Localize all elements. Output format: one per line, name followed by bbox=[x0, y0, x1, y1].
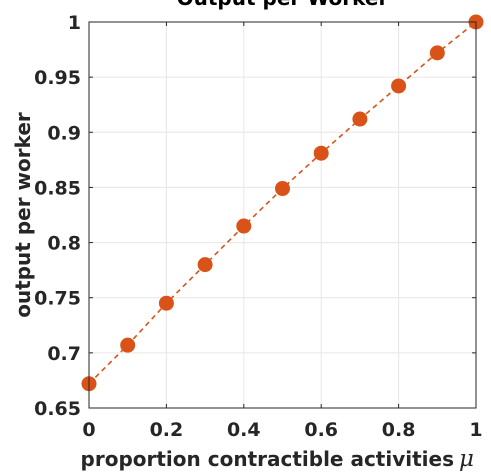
y-tick-label: 0.95 bbox=[34, 67, 81, 89]
data-point bbox=[352, 111, 368, 127]
x-axis-label-text: proportion contractible activities bbox=[81, 447, 454, 471]
axes-box bbox=[88, 21, 477, 409]
x-tick-label: 0 bbox=[82, 419, 95, 441]
data-point bbox=[158, 295, 174, 311]
x-axis-symbol: μ bbox=[459, 446, 474, 472]
grid bbox=[88, 21, 477, 409]
data-point bbox=[197, 257, 213, 273]
series-line bbox=[88, 21, 477, 385]
x-axis-label: proportion contractible activities bbox=[81, 447, 454, 471]
y-tick-label: 0.75 bbox=[34, 288, 81, 310]
data-point bbox=[429, 45, 445, 61]
data-point bbox=[313, 145, 329, 161]
y-tick-label: 1 bbox=[68, 12, 81, 34]
data-point bbox=[120, 337, 136, 353]
x-tick-label: 0.2 bbox=[150, 419, 184, 441]
y-tick-label: 0.85 bbox=[34, 177, 81, 199]
ticks bbox=[88, 21, 477, 409]
tick-labels: 0 0.2 0.4 0.6 0.8 1 0.65 0.7 0.75 0.8 0.85 0.9 0.95 1 bbox=[34, 12, 483, 441]
data-point bbox=[391, 78, 407, 94]
series-group bbox=[81, 14, 484, 392]
x-tick-label: 0.8 bbox=[382, 419, 416, 441]
y-tick-label: 0.9 bbox=[47, 122, 81, 144]
data-point bbox=[275, 181, 290, 197]
y-tick-label: 0.8 bbox=[47, 233, 81, 255]
x-tick-label: 0.4 bbox=[227, 419, 261, 441]
x-tick-label: 1 bbox=[469, 419, 482, 441]
x-tick-label: 0.6 bbox=[304, 419, 338, 441]
y-tick-label: 0.7 bbox=[47, 343, 81, 365]
data-point bbox=[236, 218, 252, 234]
y-axis-label: output per worker bbox=[11, 112, 35, 318]
chart-title: Output per Worker bbox=[177, 0, 389, 10]
y-tick-label: 0.65 bbox=[34, 398, 81, 420]
